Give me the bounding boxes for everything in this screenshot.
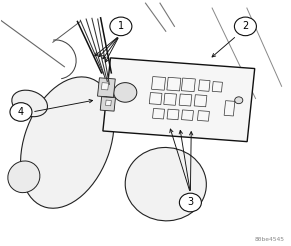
Polygon shape <box>106 100 111 106</box>
Text: 3: 3 <box>187 198 194 207</box>
Ellipse shape <box>8 161 40 193</box>
Circle shape <box>235 97 243 104</box>
Text: 2: 2 <box>242 21 249 31</box>
Polygon shape <box>97 78 115 97</box>
Text: 1: 1 <box>118 21 124 31</box>
Text: 4: 4 <box>18 107 24 117</box>
Ellipse shape <box>21 77 114 208</box>
Polygon shape <box>164 93 176 105</box>
Circle shape <box>179 193 201 212</box>
Polygon shape <box>167 109 179 120</box>
Polygon shape <box>102 83 109 90</box>
Polygon shape <box>198 80 210 91</box>
Text: 80be4545: 80be4545 <box>255 237 285 242</box>
Polygon shape <box>194 95 207 107</box>
Circle shape <box>114 83 137 102</box>
Polygon shape <box>149 92 162 105</box>
Circle shape <box>10 103 32 121</box>
Polygon shape <box>103 58 255 142</box>
Polygon shape <box>100 97 116 111</box>
Circle shape <box>235 17 256 36</box>
Circle shape <box>110 17 132 36</box>
Polygon shape <box>182 110 194 121</box>
Polygon shape <box>152 77 166 90</box>
Polygon shape <box>224 101 235 116</box>
Ellipse shape <box>125 148 206 221</box>
Polygon shape <box>197 111 210 121</box>
Polygon shape <box>179 94 192 106</box>
Polygon shape <box>212 82 222 92</box>
Ellipse shape <box>12 90 47 117</box>
Polygon shape <box>167 77 181 91</box>
Polygon shape <box>152 108 164 119</box>
Polygon shape <box>181 78 195 92</box>
